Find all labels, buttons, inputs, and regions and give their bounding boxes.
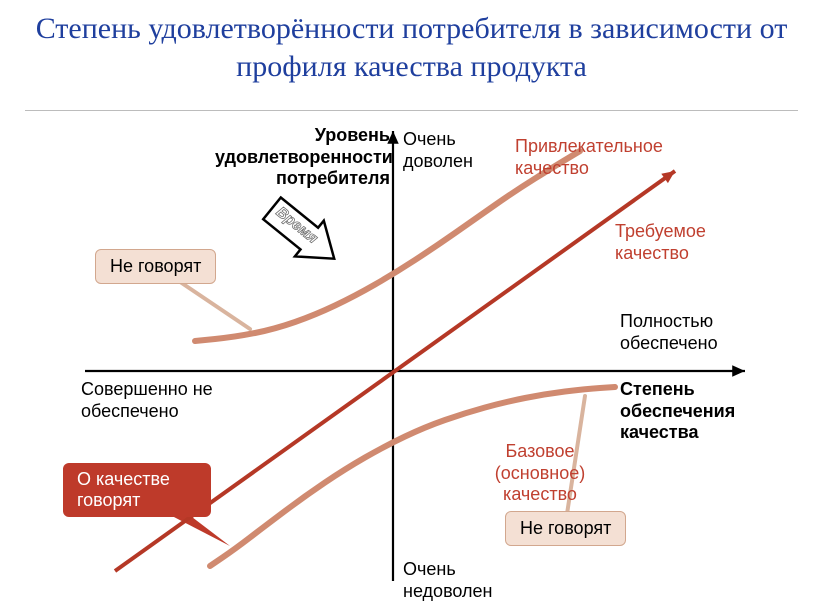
page-title: Степень удовлетворённости потребителя в … bbox=[30, 10, 793, 85]
y-axis-top-right: Очень доволен bbox=[403, 129, 503, 172]
y-axis-label-left: Уровень удовлетворенности потребителя bbox=[215, 125, 390, 190]
callout-not-say-top: Не говорят bbox=[95, 249, 216, 284]
x-axis-right-top: Полностью обеспечено bbox=[620, 311, 780, 354]
callout-not-say-bottom: Не говорят bbox=[505, 511, 626, 546]
label-attractive: Привлекательное качество bbox=[515, 136, 715, 179]
x-axis-left: Совершенно не обеспечено bbox=[81, 379, 241, 422]
x-axis-right-bottom: Степень обеспечения качества bbox=[620, 379, 790, 444]
label-basic: Базовое (основное) качество bbox=[465, 441, 615, 506]
kano-diagram: Время Уровень удовлетворенности потребит… bbox=[25, 110, 798, 601]
y-axis-bottom: Очень недоволен bbox=[403, 559, 523, 602]
callout-talk-quality: О качестве говорят bbox=[63, 463, 211, 517]
label-required: Требуемое качество bbox=[615, 221, 775, 264]
diagram-svg: Время bbox=[25, 111, 798, 601]
